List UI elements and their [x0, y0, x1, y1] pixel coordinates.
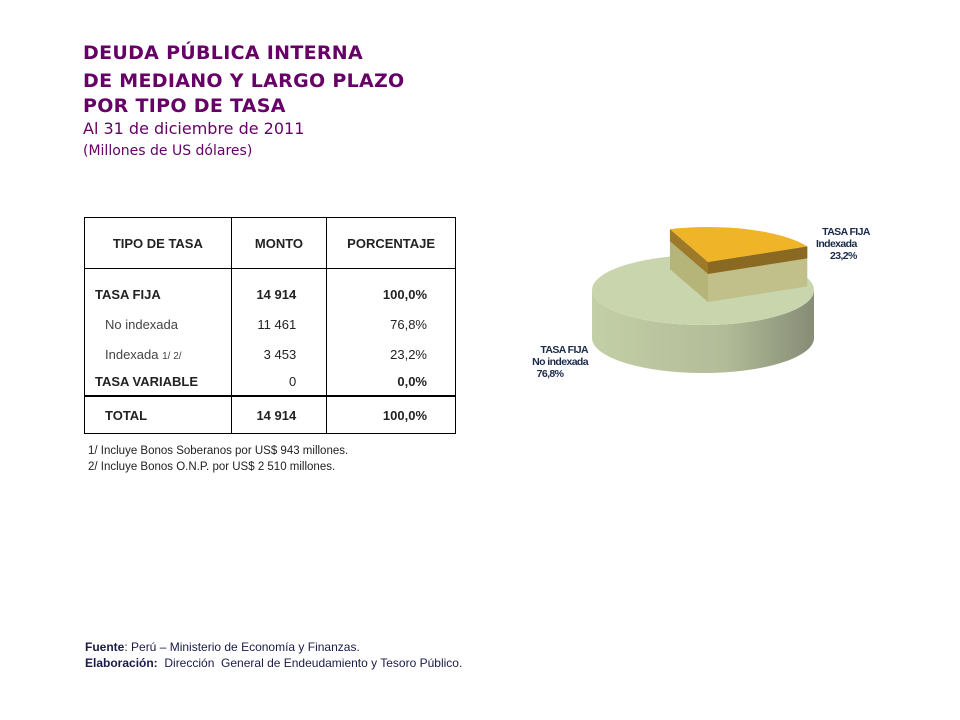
footnote-2: 2/ Incluye Bonos O.N.P. por US$ 2 510 mi…	[88, 461, 336, 473]
footnote-1: 1/ Incluye Bonos Soberanos por US$ 943 m…	[88, 445, 349, 457]
slice-indexada-dark-band-left	[669, 229, 708, 274]
title-line-2: DE MEDIANO Y LARGO PLAZO	[83, 70, 405, 92]
source-label: Fuente	[85, 640, 125, 654]
label-no-indexada-value: 76,8%	[536, 368, 564, 380]
label-indexada-value: 23,2%	[830, 250, 857, 262]
row-label: No indexada	[84, 308, 232, 340]
source-text: : Perú – Ministerio de Economía y Finanz…	[124, 640, 360, 654]
slice-indexada-dark-band-right	[708, 246, 808, 274]
title-line-3: POR TIPO DE TASA	[83, 95, 286, 117]
table-row: Indexada 1/ 2/ 3 453 23,2%	[84, 340, 456, 368]
footnote-ref: 1/ 2/	[162, 350, 182, 362]
row-monto: 14 914	[230, 268, 328, 308]
row-pct: 76,8%	[326, 308, 456, 340]
label-no-indexada: TASA FIJA No indexada 76,8%	[512, 344, 588, 380]
elaboration-label: Elaboración:	[85, 656, 158, 670]
table-row: TASA VARIABLE 0 0,0%	[84, 368, 456, 396]
label-indexada: TASA FIJA Indexada 23,2%	[806, 226, 886, 262]
header-monto: MONTO	[230, 217, 328, 269]
elaboration-line: Elaboración: Dirección General de Endeud…	[85, 656, 462, 670]
label-no-indexada-line1: TASA FIJA	[540, 344, 588, 356]
title-line-1: DEUDA PÚBLICA INTERNA	[83, 42, 363, 64]
table-row: No indexada 11 461 76,8%	[84, 308, 456, 340]
row-pct: 0,0%	[326, 368, 456, 396]
row-monto: 11 461	[230, 308, 328, 340]
title-units: (Millones de US dólares)	[83, 143, 253, 159]
elaboration-text: Dirección General de Endeudamiento y Tes…	[157, 656, 463, 670]
row-pct: 100,0%	[326, 268, 456, 308]
slice-indexada-top	[669, 227, 808, 262]
label-no-indexada-line2: No indexada	[532, 356, 588, 368]
row-pct: 23,2%	[326, 340, 456, 368]
row-label: TASA FIJA	[84, 268, 232, 308]
header-tipo: TIPO DE TASA	[84, 217, 232, 269]
row-label: Indexada 1/ 2/	[84, 340, 232, 368]
row-monto: 0	[230, 368, 328, 396]
table-header: TIPO DE TASA MONTO PORCENTAJE	[84, 217, 456, 269]
debt-table: TIPO DE TASA MONTO PORCENTAJE TASA FIJA …	[84, 217, 456, 434]
header-porcentaje: PORCENTAJE	[326, 217, 456, 269]
source-line: Fuente: Perú – Ministerio de Economía y …	[85, 640, 360, 654]
total-pct: 100,0%	[326, 395, 456, 434]
label-indexada-line1: TASA FIJA	[822, 226, 870, 238]
table-row: TASA FIJA 14 914 100,0%	[84, 268, 456, 308]
row-monto: 3 453	[230, 340, 328, 368]
title-date: Al 31 de diciembre de 2011	[83, 119, 305, 138]
table-total-row: TOTAL 14 914 100,0%	[84, 395, 456, 434]
row-label: TASA VARIABLE	[84, 368, 232, 396]
total-monto: 14 914	[230, 395, 328, 434]
label-indexada-line2: Indexada	[816, 238, 857, 250]
row-label-text: Indexada	[105, 346, 159, 362]
total-label: TOTAL	[84, 395, 232, 434]
slice-no-indexada-side	[592, 290, 814, 373]
